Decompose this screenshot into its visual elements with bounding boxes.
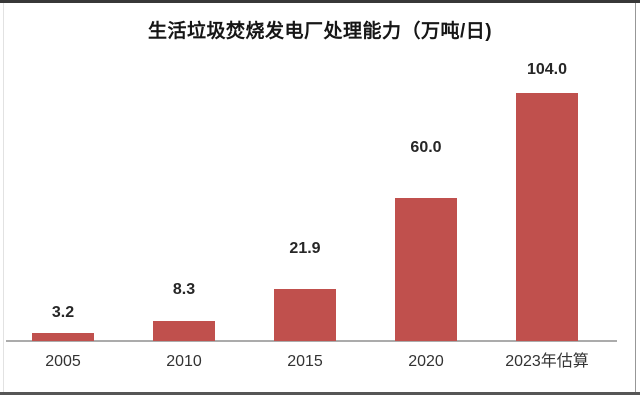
bar-value-label: 3.2 <box>51 304 75 321</box>
chart-title: 生活垃圾焚烧发电厂处理能力（万吨/日) <box>147 21 493 42</box>
x-axis-line <box>6 340 617 342</box>
bottom-border-line <box>0 392 640 395</box>
x-tick-label: 2010 <box>166 353 202 370</box>
bar <box>516 93 578 341</box>
left-border-line <box>3 3 4 392</box>
x-tick-label: 2005 <box>45 353 81 370</box>
bar-group-2020: 60.0 2020 <box>366 0 487 402</box>
bar-group-2015: 21.9 2015 <box>245 0 366 402</box>
bar-value-label: 21.9 <box>289 240 321 257</box>
x-tick-label: 2020 <box>408 353 444 370</box>
right-border-line <box>635 3 636 392</box>
bar <box>32 333 94 341</box>
bar-group-2010: 8.3 2010 <box>124 0 245 402</box>
bar-value-label: 60.0 <box>410 139 442 156</box>
bar <box>274 289 336 341</box>
x-tick-label: 2015 <box>287 353 323 370</box>
top-border-line <box>0 0 640 3</box>
bar-group-2023-estimate: 104.0 2023年估算 <box>487 0 608 402</box>
bar-value-label: 104.0 <box>526 61 568 78</box>
bar-group-2005: 3.2 2005 <box>3 0 124 402</box>
bar-value-label: 8.3 <box>172 281 196 298</box>
x-tick-label: 2023年估算 <box>505 353 589 370</box>
bar <box>395 198 457 341</box>
bar <box>153 321 215 341</box>
